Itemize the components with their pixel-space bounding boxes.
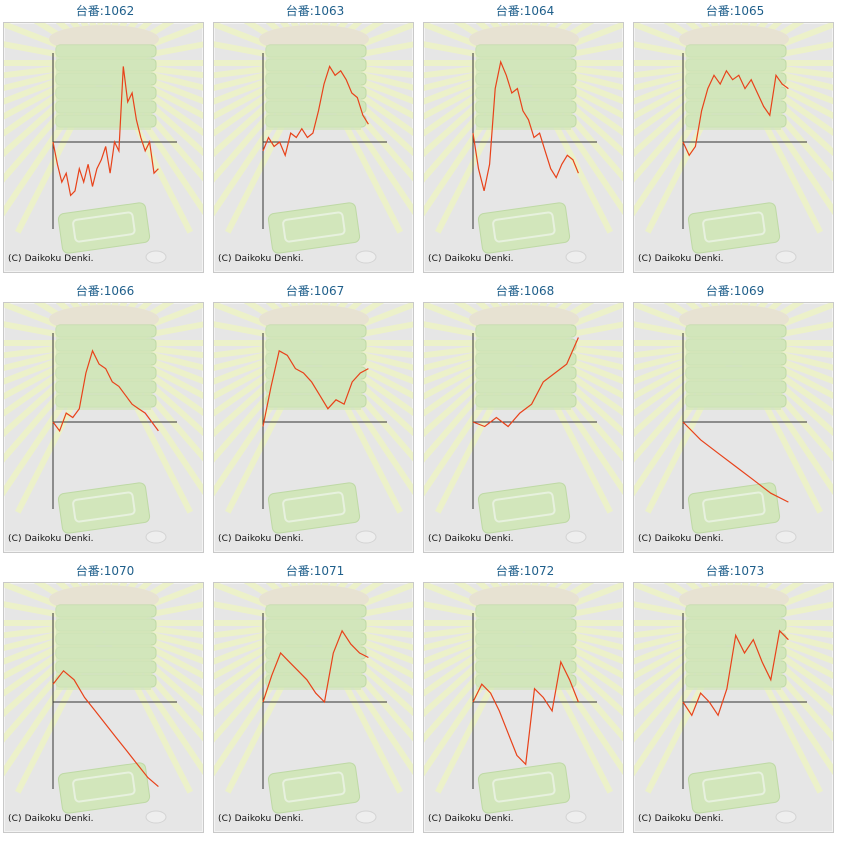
line-chart — [214, 303, 413, 544]
series-line — [682, 629, 789, 717]
chart-panel: (C) Daikoku Denki. — [423, 302, 624, 553]
chart-title[interactable]: 台番:1069 — [705, 284, 765, 298]
chart-cell: 台番:1068 (C) Daikoku Denki. — [420, 280, 630, 560]
line-chart — [4, 583, 203, 824]
background-art — [424, 23, 623, 264]
copyright-label: (C) Daikoku Denki. — [8, 534, 94, 544]
series-line — [472, 59, 579, 192]
line-chart — [424, 303, 623, 544]
background-art — [214, 583, 413, 824]
copyright-label: (C) Daikoku Denki. — [218, 254, 304, 264]
series-line — [52, 66, 159, 197]
background-art — [634, 303, 833, 544]
chart-panel: (C) Daikoku Denki. — [3, 582, 204, 833]
background-art — [634, 23, 833, 264]
copyright-label: (C) Daikoku Denki. — [8, 814, 94, 824]
line-chart — [214, 583, 413, 824]
series-line — [682, 69, 789, 157]
chart-cell: 台番:1062 (C) Daikoku Denki. — [0, 0, 210, 280]
copyright-label: (C) Daikoku Denki. — [428, 254, 514, 264]
copyright-label: (C) Daikoku Denki. — [218, 814, 304, 824]
background-art — [424, 303, 623, 544]
background-art — [4, 583, 203, 824]
chart-title[interactable]: 台番:1073 — [705, 564, 765, 578]
copyright-label: (C) Daikoku Denki. — [638, 254, 724, 264]
chart-cell: 台番:1073 (C) Daikoku Denki. — [630, 560, 840, 840]
chart-panel: (C) Daikoku Denki. — [423, 582, 624, 833]
copyright-label: (C) Daikoku Denki. — [8, 254, 94, 264]
copyright-label: (C) Daikoku Denki. — [638, 534, 724, 544]
series-line — [52, 349, 159, 433]
line-chart — [634, 23, 833, 264]
line-chart — [634, 583, 833, 824]
line-chart — [424, 583, 623, 824]
series-line — [52, 669, 159, 788]
chart-title[interactable]: 台番:1065 — [705, 4, 765, 18]
chart-title[interactable]: 台番:1071 — [285, 564, 345, 578]
copyright-label: (C) Daikoku Denki. — [428, 534, 514, 544]
chart-cell: 台番:1070 (C) Daikoku Denki. — [0, 560, 210, 840]
line-chart — [424, 23, 623, 264]
line-chart — [4, 23, 203, 264]
copyright-label: (C) Daikoku Denki. — [638, 814, 724, 824]
series-line — [682, 421, 789, 503]
chart-panel: (C) Daikoku Denki. — [213, 302, 414, 553]
chart-cell: 台番:1069 (C) Daikoku Denki. — [630, 280, 840, 560]
chart-title[interactable]: 台番:1070 — [75, 564, 135, 578]
chart-cell: 台番:1067 (C) Daikoku Denki. — [210, 280, 420, 560]
chart-cell: 台番:1071 (C) Daikoku Denki. — [210, 560, 420, 840]
line-chart — [214, 23, 413, 264]
series-line — [472, 337, 579, 428]
series-line — [262, 629, 369, 704]
chart-panel: (C) Daikoku Denki. — [633, 582, 834, 833]
chart-title[interactable]: 台番:1062 — [75, 4, 135, 18]
chart-panel: (C) Daikoku Denki. — [423, 22, 624, 273]
chart-title[interactable]: 台番:1068 — [495, 284, 555, 298]
chart-panel: (C) Daikoku Denki. — [3, 22, 204, 273]
background-art — [424, 583, 623, 824]
copyright-label: (C) Daikoku Denki. — [428, 814, 514, 824]
chart-cell: 台番:1064 (C) Daikoku Denki. — [420, 0, 630, 280]
line-chart — [634, 303, 833, 544]
chart-cell: 台番:1065 (C) Daikoku Denki. — [630, 0, 840, 280]
series-line — [262, 64, 369, 158]
chart-cell: 台番:1063 (C) Daikoku Denki. — [210, 0, 420, 280]
chart-cell: 台番:1066 (C) Daikoku Denki. — [0, 280, 210, 560]
series-line — [472, 659, 579, 766]
chart-panel: (C) Daikoku Denki. — [633, 302, 834, 553]
chart-panel: (C) Daikoku Denki. — [633, 22, 834, 273]
background-art — [4, 23, 203, 264]
chart-panel: (C) Daikoku Denki. — [3, 302, 204, 553]
chart-panel: (C) Daikoku Denki. — [213, 582, 414, 833]
background-art — [214, 303, 413, 544]
background-art — [214, 23, 413, 264]
chart-cell: 台番:1072 (C) Daikoku Denki. — [420, 560, 630, 840]
chart-title[interactable]: 台番:1072 — [495, 564, 555, 578]
chart-title[interactable]: 台番:1063 — [285, 4, 345, 18]
chart-title[interactable]: 台番:1067 — [285, 284, 345, 298]
chart-title[interactable]: 台番:1066 — [75, 284, 135, 298]
series-line — [262, 349, 369, 427]
background-art — [634, 583, 833, 824]
line-chart — [4, 303, 203, 544]
chart-title[interactable]: 台番:1064 — [495, 4, 555, 18]
copyright-label: (C) Daikoku Denki. — [218, 534, 304, 544]
background-art — [4, 303, 203, 544]
chart-panel: (C) Daikoku Denki. — [213, 22, 414, 273]
